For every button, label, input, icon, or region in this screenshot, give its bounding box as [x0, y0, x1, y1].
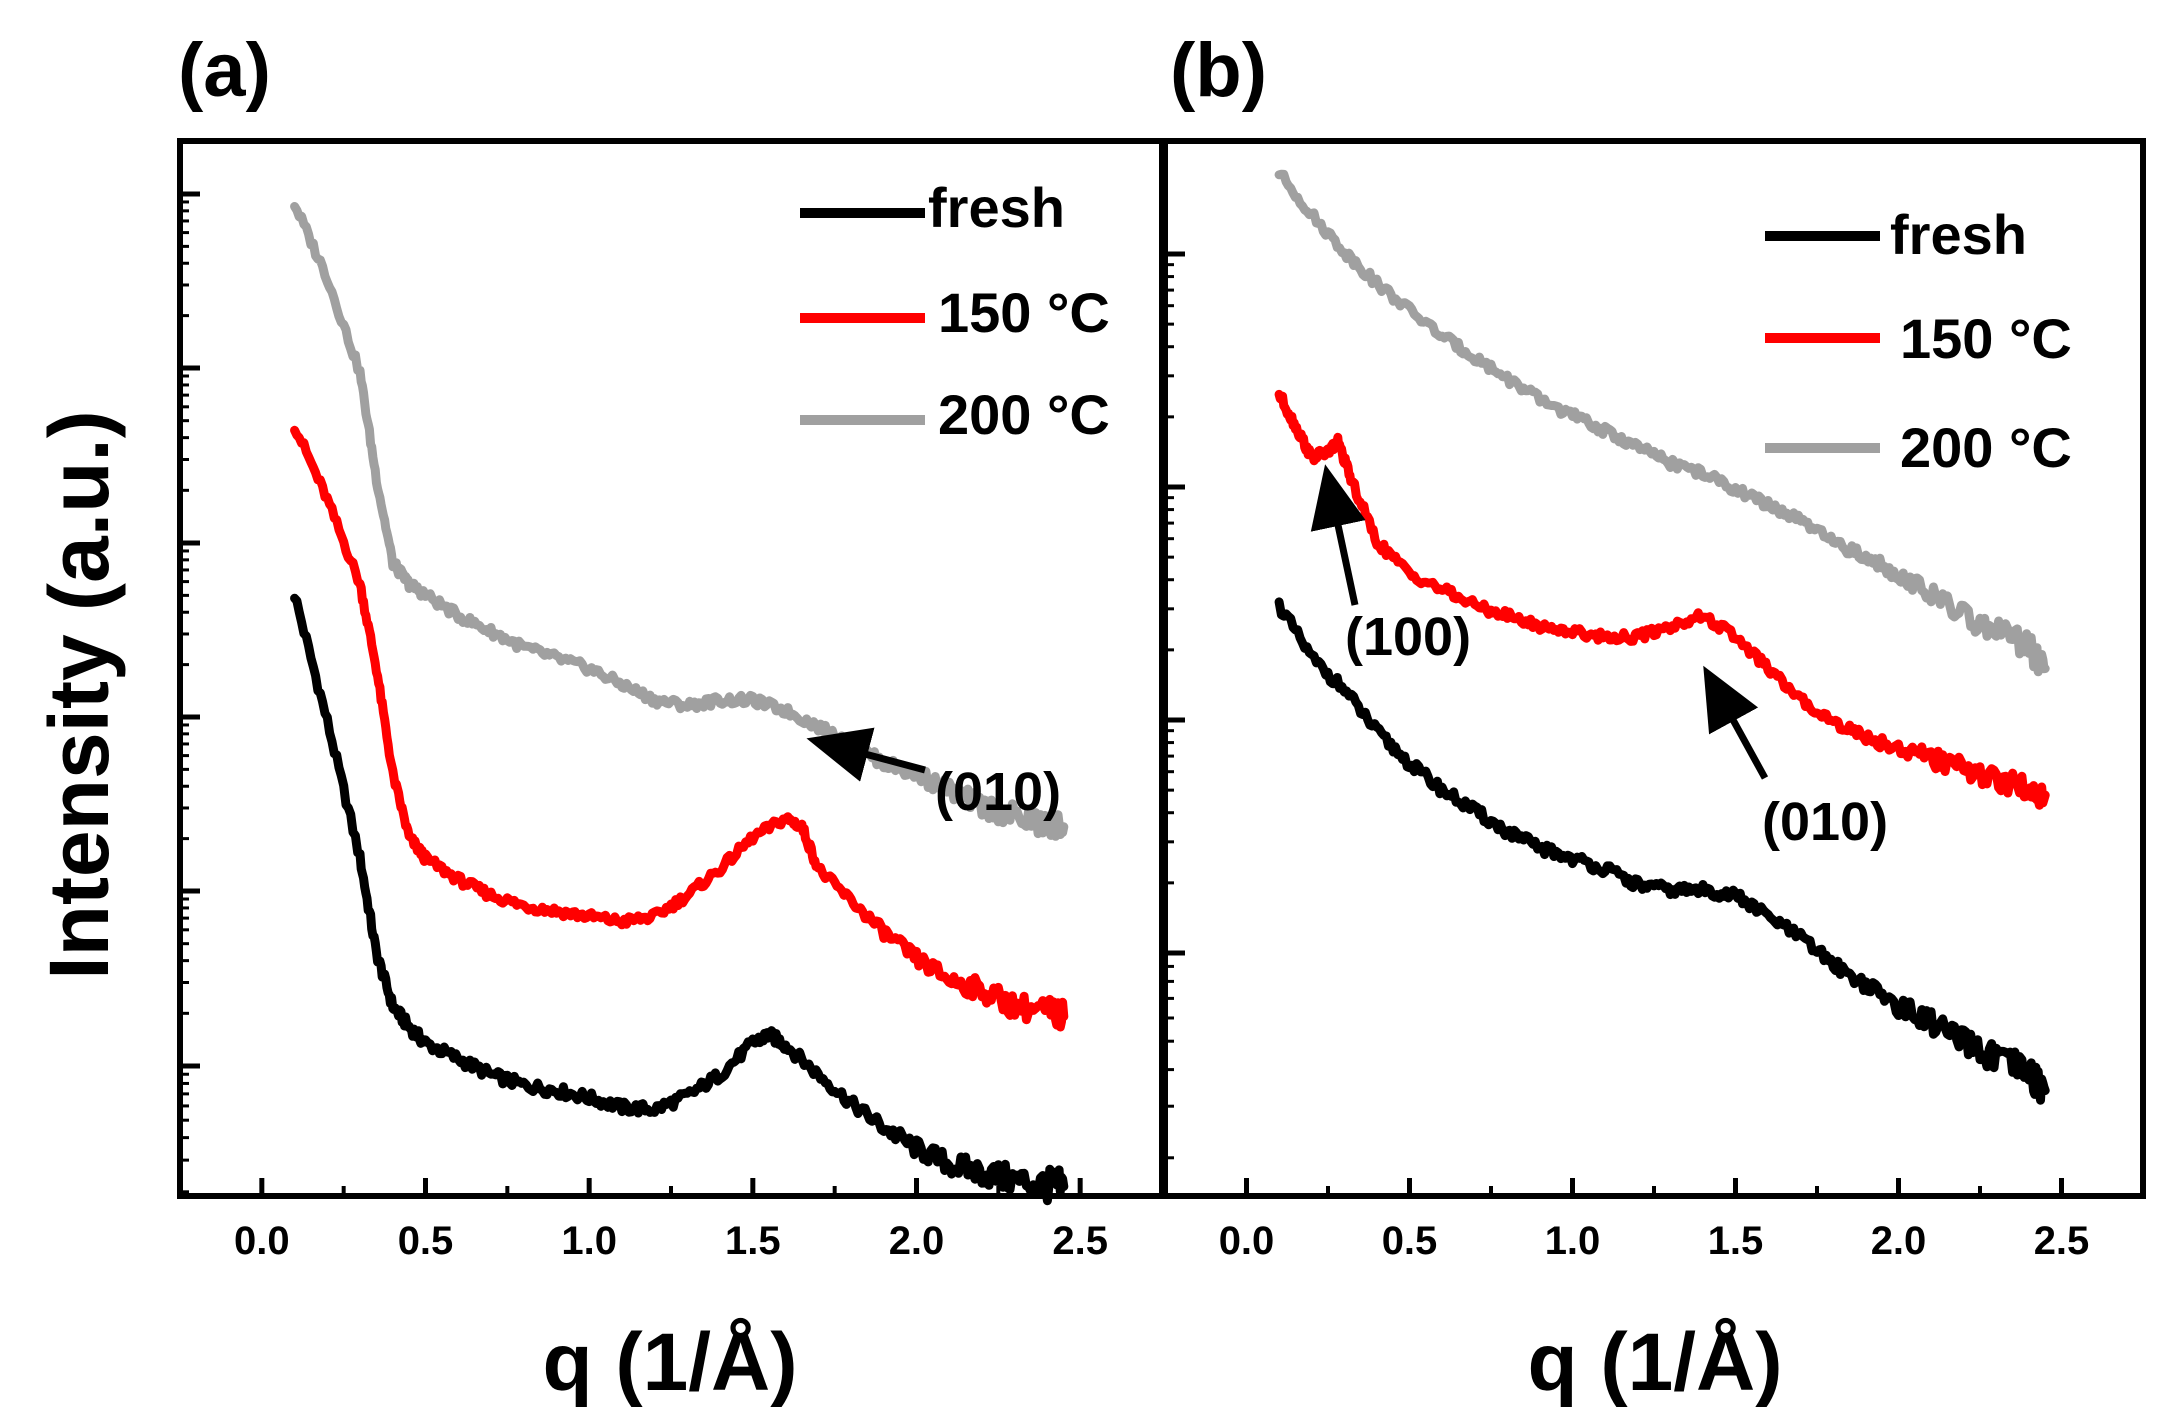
series-a-150c	[290, 425, 1069, 1032]
legend-a: fresh 150 °C 200 °C	[800, 176, 1110, 446]
x-tick-label-a-3: 1.5	[725, 1219, 781, 1263]
panel-a-label: (a)	[178, 28, 271, 113]
legend-a-150-label: 150 °C	[938, 281, 1110, 344]
series-a-fresh	[290, 593, 1069, 1206]
annotation-b-100-label: (100)	[1345, 607, 1471, 667]
x-tick-label-a-1: 0.5	[398, 1219, 454, 1263]
x-axis-label-a: q (1/Å)	[542, 1317, 797, 1408]
annotation-a-010-label: (010)	[935, 762, 1061, 822]
legend-a-200-label: 200 °C	[938, 383, 1110, 446]
x-tick-label-a-5: 2.5	[1052, 1219, 1108, 1263]
annotation-b-010-label: (010)	[1762, 792, 1888, 852]
legend-b-200-label: 200 °C	[1900, 416, 2072, 479]
plot-b-frame	[1162, 138, 2146, 1199]
x-tick-label-a-0: 0.0	[234, 1219, 290, 1263]
x-axis-label-b: q (1/Å)	[1527, 1317, 1782, 1408]
legend-b-fresh-label: fresh	[1890, 203, 2027, 266]
legend-b-150-label: 150 °C	[1900, 307, 2072, 370]
series-b-200c	[1274, 169, 2050, 677]
x-tick-label-b-0: 0.0	[1219, 1219, 1275, 1263]
series-b-150c	[1274, 389, 2050, 810]
x-tick-label-b-1: 0.5	[1382, 1219, 1438, 1263]
legend-b: fresh 150 °C 200 °C	[1765, 203, 2072, 479]
series-b-fresh	[1274, 597, 2050, 1105]
x-tick-label-b-3: 1.5	[1708, 1219, 1764, 1263]
x-tick-label-b-4: 2.0	[1871, 1219, 1927, 1263]
annotation-b-100-arrow	[1310, 464, 1366, 606]
x-tick-label-a-2: 1.0	[561, 1219, 617, 1263]
x-tick-label-b-2: 1.0	[1545, 1219, 1601, 1263]
y-axis-label: Intensity (a.u.)	[32, 410, 126, 979]
panel-b-label: (b)	[1170, 28, 1267, 113]
x-tick-label-b-5: 2.5	[2034, 1219, 2090, 1263]
annotation-a-010-arrow	[806, 727, 926, 782]
plot-a: 0.0 0.5 1.0 1.5 2.0 2.5	[180, 191, 1108, 1263]
annotation-b-010-arrow	[1703, 665, 1769, 780]
plot-b: 0.0 0.5 1.0 1.5 2.0 2.5	[1165, 169, 2090, 1263]
legend-a-fresh-label: fresh	[928, 176, 1065, 239]
series-a-200c	[290, 202, 1069, 841]
x-tick-label-a-4: 2.0	[889, 1219, 945, 1263]
